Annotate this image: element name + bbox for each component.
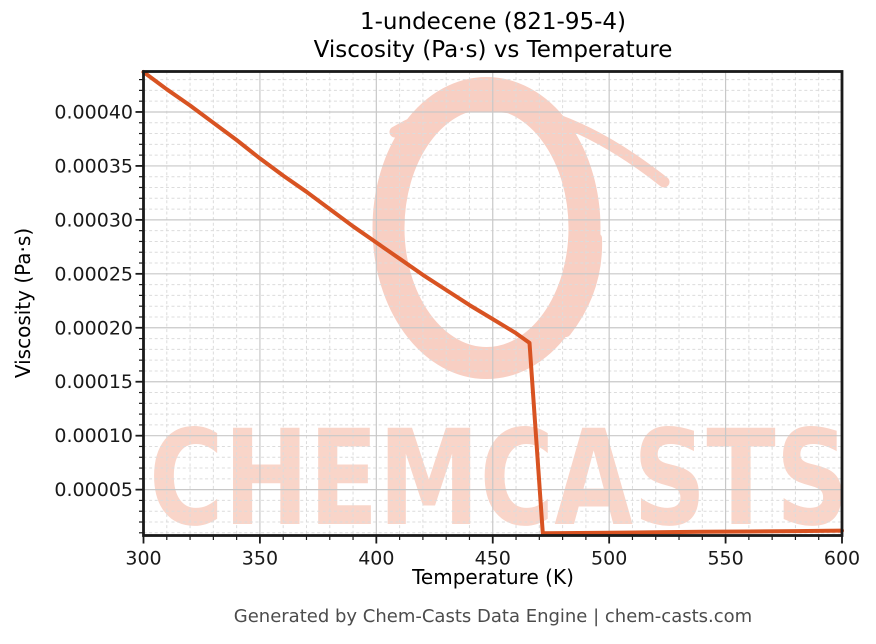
y-tick-label: 0.00030 <box>54 209 133 231</box>
x-tick-label: 500 <box>591 548 627 570</box>
viscosity-line <box>141 70 844 536</box>
chart-subtitle: Viscosity (Pa·s) vs Temperature <box>313 37 673 63</box>
x-tick-label: 450 <box>475 548 511 570</box>
x-axis-label: Temperature (K) <box>412 565 574 589</box>
tick-labels: 300 350 400 450 500 550 600 0.00005 0.00010 0.000… <box>54 101 860 569</box>
x-tick-label: 400 <box>358 548 394 570</box>
y-tick-label: 0.00010 <box>54 425 133 447</box>
y-tick-label: 0.00020 <box>54 317 133 339</box>
y-axis-label: Viscosity (Pa·s) <box>11 227 35 379</box>
watermark-swoosh-top-icon <box>389 100 670 188</box>
y-tick-label: 0.00015 <box>54 371 133 393</box>
x-tick-label: 350 <box>242 548 278 570</box>
x-tick-label: 550 <box>707 548 743 570</box>
x-tick-label: 600 <box>824 548 860 570</box>
footer-credit: Generated by Chem-Casts Data Engine | ch… <box>233 606 753 627</box>
chart-title: 1-undecene (821-95-4) <box>359 9 627 35</box>
y-tick-label: 0.00035 <box>54 155 133 177</box>
y-tick-label: 0.00005 <box>54 479 133 501</box>
watermark-ring-icon <box>372 77 601 379</box>
x-tick-label: 300 <box>125 548 161 570</box>
plot-border <box>142 70 844 537</box>
y-tick-label: 0.00025 <box>54 263 133 285</box>
y-tick-label: 0.00040 <box>54 101 133 123</box>
watermark-swoosh-right-icon <box>561 233 603 337</box>
